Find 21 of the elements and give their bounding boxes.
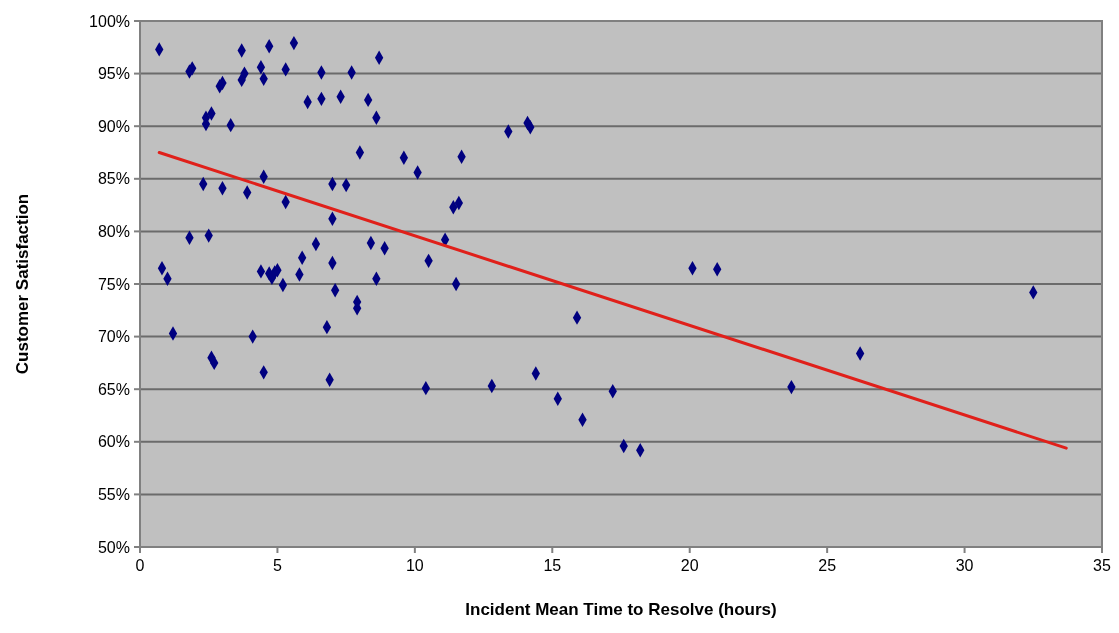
y-tick-label: 95%: [97, 65, 130, 83]
y-tick-label: 85%: [97, 170, 130, 188]
y-tick-label: 100%: [89, 12, 130, 30]
x-tick-label: 30: [955, 557, 974, 574]
x-tick-label: 15: [543, 557, 562, 574]
y-tick-label: 60%: [97, 433, 130, 451]
x-tick-label: 5: [272, 557, 282, 574]
x-tick-label: 35: [1093, 557, 1111, 574]
x-axis-title: Incident Mean Time to Resolve (hours): [465, 600, 777, 619]
x-tick-label: 0: [135, 557, 145, 574]
x-tick-label: 10: [405, 557, 424, 574]
y-tick-label: 75%: [97, 275, 130, 293]
y-tick-label: 70%: [97, 328, 130, 346]
y-axis-title: Customer Satisfaction: [13, 193, 32, 375]
y-tick-label: 65%: [97, 380, 130, 398]
y-tick-label: 50%: [97, 538, 130, 556]
x-tick-label: 25: [818, 557, 837, 574]
y-tick-label: 80%: [97, 223, 130, 240]
x-tick-label: 20: [680, 557, 699, 574]
y-tick-label: 90%: [97, 117, 130, 135]
y-tick-label: 55%: [97, 486, 130, 503]
